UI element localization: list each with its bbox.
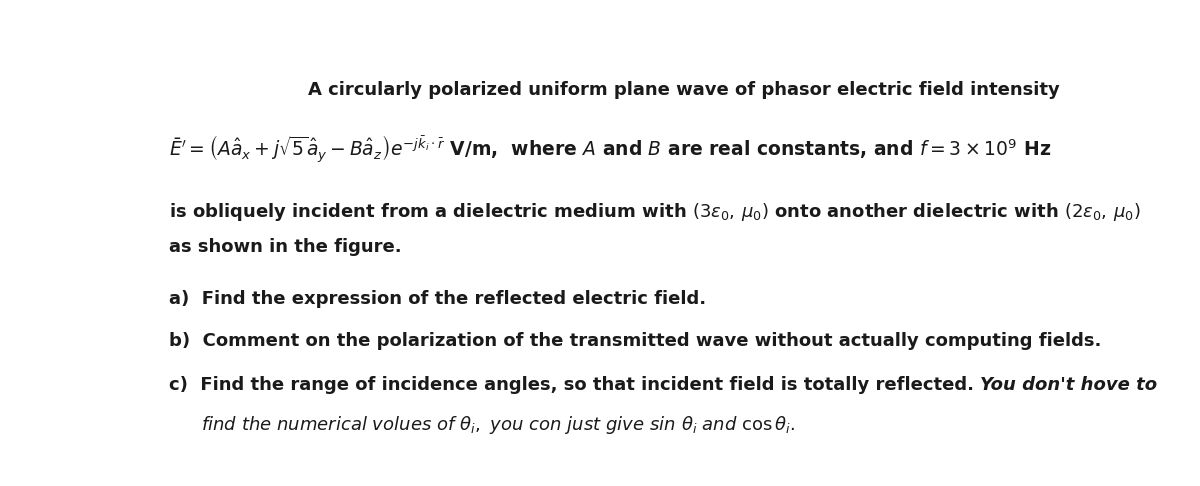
- Text: b)  Comment on the polarization of the transmitted wave without actually computi: b) Comment on the polarization of the tr…: [168, 331, 1100, 349]
- Text: $\mathit{find\ the\ numerical\ volues\ of\ }$$\theta_i$$\mathit{,\ you\ con\ jus: $\mathit{find\ the\ numerical\ volues\ o…: [202, 414, 796, 436]
- Text: as shown in the figure.: as shown in the figure.: [168, 238, 401, 256]
- Text: is obliquely incident from a dielectric medium with $(3\varepsilon_0,\, \mu_0)$ : is obliquely incident from a dielectric …: [168, 201, 1140, 223]
- Text: c)  Find the range of incidence angles, so that incident field is totally reflec: c) Find the range of incidence angles, s…: [168, 376, 980, 395]
- Text: a)  Find the expression of the reflected electric field.: a) Find the expression of the reflected …: [168, 290, 706, 308]
- Text: You don't hove to: You don't hove to: [980, 376, 1157, 395]
- Text: A circularly polarized uniform plane wave of phasor electric field intensity: A circularly polarized uniform plane wav…: [308, 81, 1060, 99]
- Text: $\bar{E}' = \left(A\hat{a}_x + j\sqrt{5}\hat{a}_y - B\hat{a}_z\right)e^{-j\bar{k: $\bar{E}' = \left(A\hat{a}_x + j\sqrt{5}…: [168, 133, 1051, 165]
